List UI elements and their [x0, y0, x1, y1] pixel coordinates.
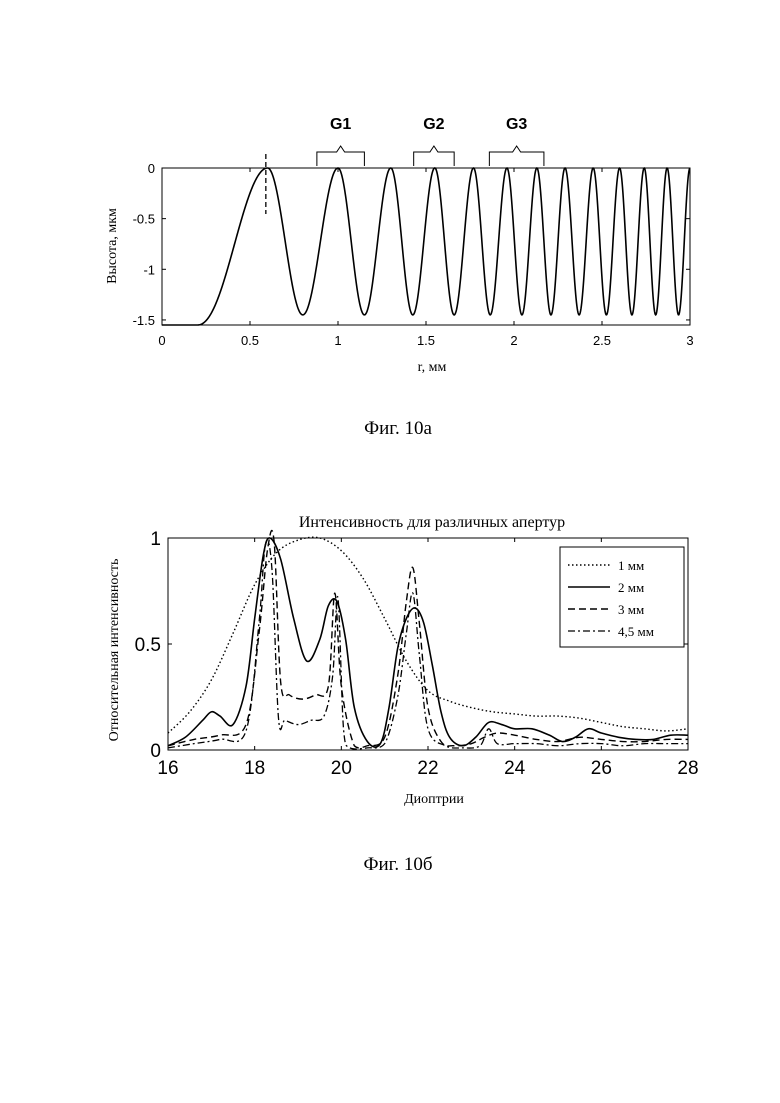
x-tick-label: 0 — [158, 333, 165, 348]
x-tick-label: 0.5 — [241, 333, 259, 348]
x-tick-label: 3 — [686, 333, 693, 348]
chart-title-b: Интенсивность для различных апертур — [299, 514, 565, 531]
legend-entry: 4,5 мм — [618, 624, 654, 639]
x-tick-label: 24 — [504, 758, 526, 779]
y-tick-label: -1 — [143, 262, 155, 277]
x-tick-label: 18 — [244, 758, 265, 779]
y-axis-label-a: Высота, мкм — [105, 208, 120, 284]
x-axis-label-b: Диоптрии — [404, 792, 464, 807]
zone-label: G2 — [423, 116, 444, 133]
zone-brackets: G1 G2 G3 — [317, 116, 544, 166]
y-tick-label: -1.5 — [133, 313, 155, 328]
zone-bracket — [414, 146, 454, 166]
x-tick-label: 2.5 — [593, 333, 611, 348]
zone-bracket — [317, 146, 365, 166]
legend-entry: 2 мм — [618, 580, 644, 595]
y-axis-label-b: Относительная интенсивность — [107, 559, 122, 742]
x-tick-label: 2 — [510, 333, 517, 348]
x-tick-label: 28 — [677, 758, 698, 779]
height-profile-chart: G1 G2 G3 0 0.5 1 1.5 2 2.5 3 0 -0.5 -1 -1.5 r, мм В… — [105, 116, 694, 439]
x-tick-label: 22 — [417, 758, 438, 779]
x-tick-label: 1 — [334, 333, 341, 348]
plot-frame-a — [162, 168, 690, 325]
intensity-chart: Интенсивность для различных апертур 1618… — [107, 514, 699, 875]
x-axis-label-a: r, мм — [418, 360, 447, 375]
y-tick-label: 0 — [148, 161, 155, 176]
y-tick-label: 0.5 — [135, 635, 161, 656]
zone-bracket — [489, 146, 544, 166]
x-tick-label: 1.5 — [417, 333, 435, 348]
figure-caption-b: Фиг. 10б — [364, 854, 433, 875]
x-axis-ticks-a: 0 0.5 1 1.5 2 2.5 3 — [158, 168, 693, 348]
figure-caption-a: Фиг. 10а — [364, 418, 432, 439]
zone-label: G3 — [506, 116, 527, 133]
y-tick-label: -0.5 — [133, 212, 155, 227]
height-profile-line — [162, 168, 690, 325]
x-tick-label: 20 — [331, 758, 352, 779]
legend-entry: 3 мм — [618, 602, 644, 617]
x-tick-label: 26 — [591, 758, 612, 779]
legend: 1 мм 2 мм 3 мм 4,5 мм — [560, 547, 684, 647]
zone-label: G1 — [330, 116, 351, 133]
y-tick-label: 0 — [150, 741, 161, 762]
y-tick-label: 1 — [150, 529, 161, 550]
legend-entry: 1 мм — [618, 558, 644, 573]
figure-page: G1 G2 G3 0 0.5 1 1.5 2 2.5 3 0 -0.5 -1 -1.5 r, мм В… — [0, 0, 780, 1103]
